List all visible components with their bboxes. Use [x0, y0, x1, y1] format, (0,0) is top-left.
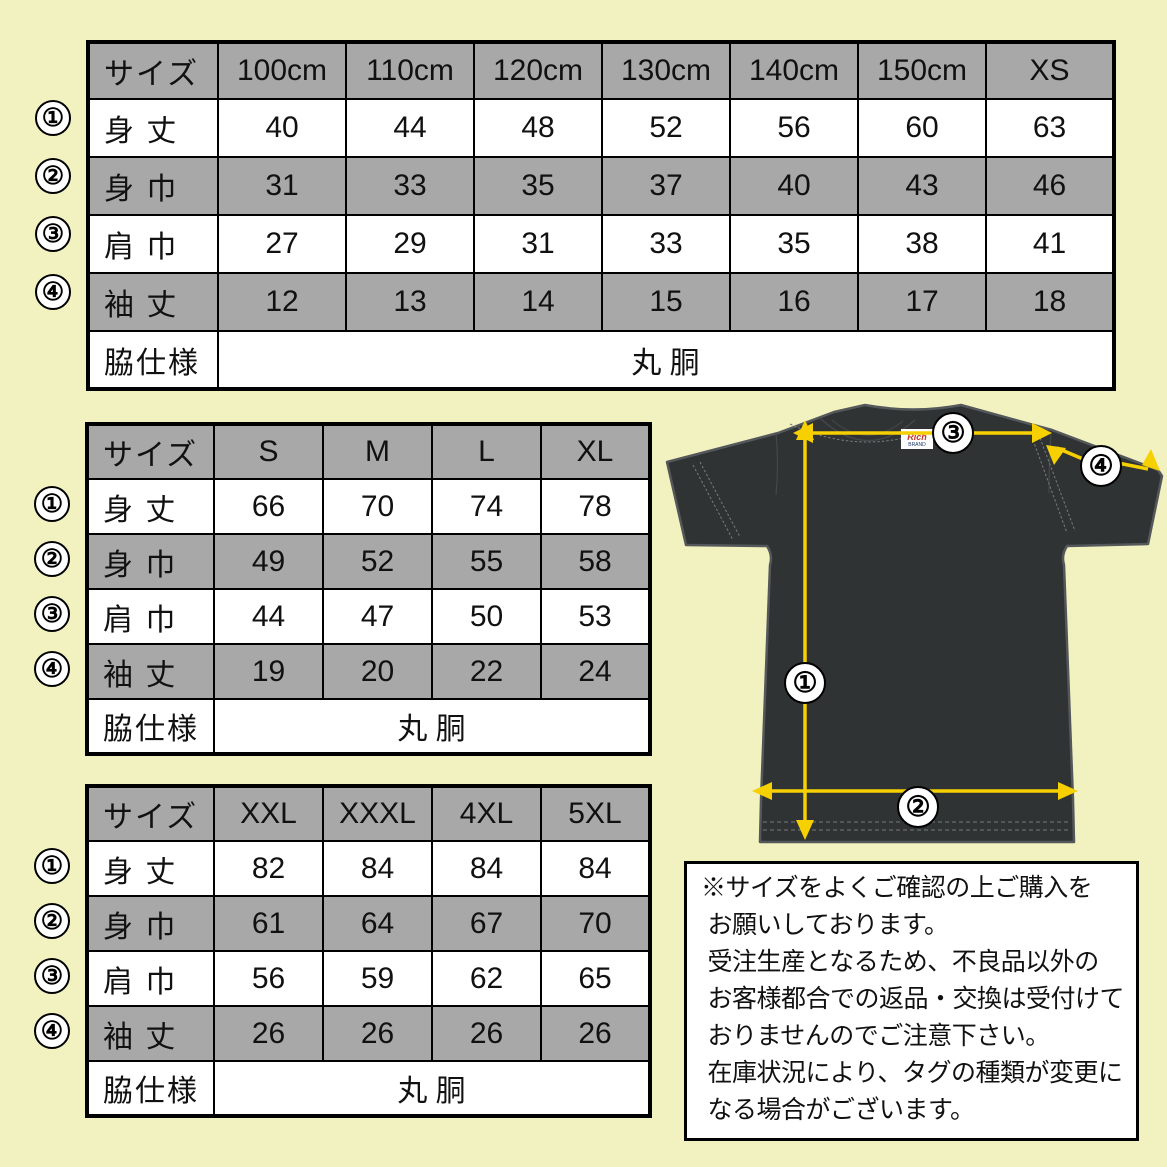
svg-text:BRAND: BRAND: [908, 442, 926, 448]
